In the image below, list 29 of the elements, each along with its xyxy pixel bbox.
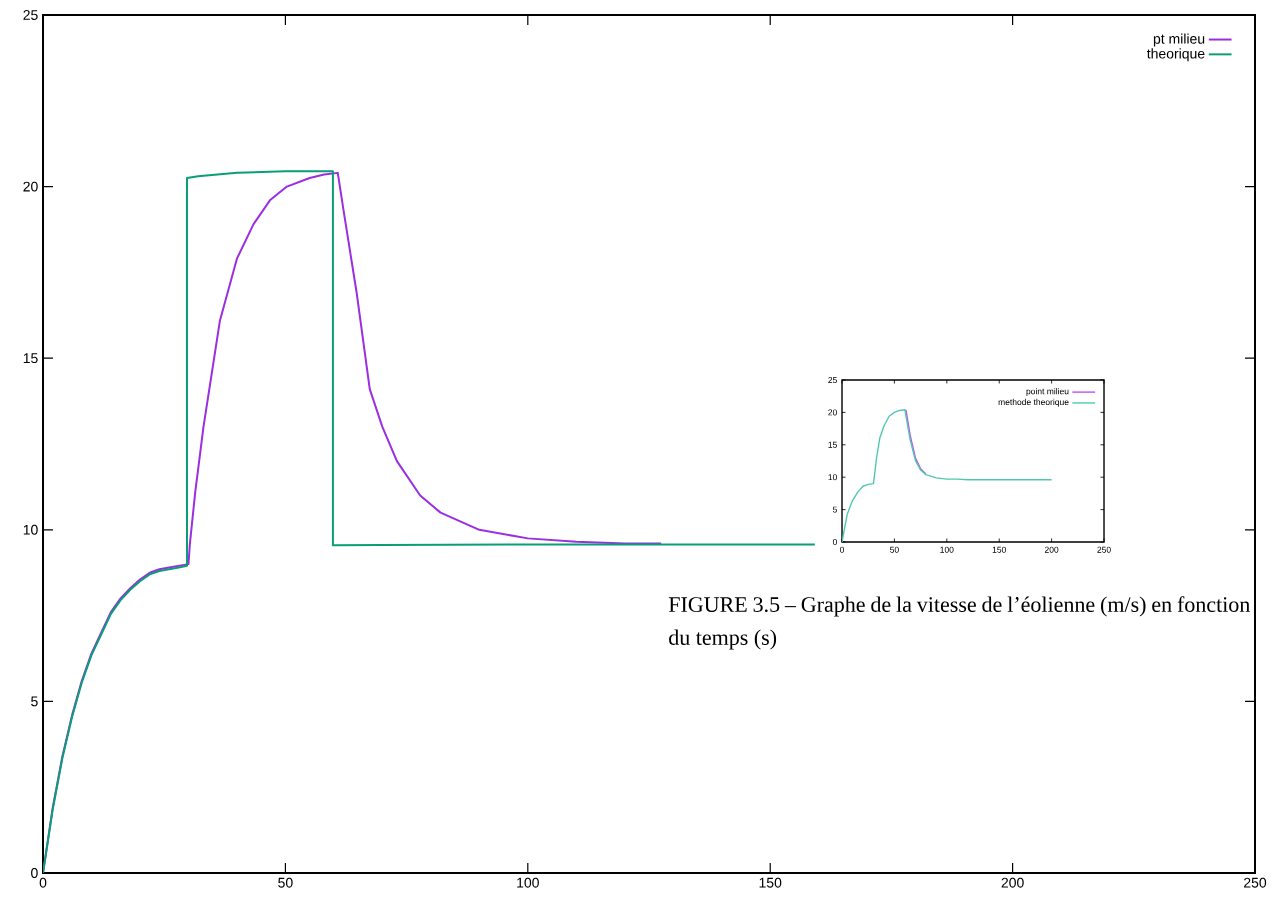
y-tick-label: 5	[31, 696, 38, 707]
legend-label: methode theorique	[998, 398, 1069, 407]
legend-label: point milieu	[1026, 388, 1069, 396]
x-tick-label: 0	[839, 546, 845, 553]
x-tick-label: 100	[517, 877, 539, 888]
y-tick-label: 15	[23, 353, 38, 364]
y-tick-label: 10	[23, 524, 38, 535]
annotation: FIGURE 3.5 – Graphe de la vitesse de l’éolienne (m/s) en fonction du temps (s)	[668, 596, 1250, 650]
y-tick-label: 25	[23, 10, 38, 20]
x-tick-label: 200	[1001, 877, 1024, 888]
y-tick-label: 20	[828, 409, 837, 416]
y-tick-label: 25	[828, 377, 837, 384]
x-tick-label: 150	[759, 877, 782, 888]
x-tick-label: 250	[1244, 877, 1267, 888]
x-tick-label: 150	[992, 546, 1006, 553]
x-tick-label: 50	[890, 546, 899, 553]
y-tick-label: 0	[832, 539, 837, 546]
legend-label: theorique	[1146, 48, 1205, 62]
legend-label: pt milieu	[1153, 33, 1205, 47]
x-tick-label: 200	[1044, 546, 1059, 553]
x-tick-label: 50	[278, 877, 293, 888]
x-tick-label: 250	[1097, 546, 1111, 553]
x-tick-label: 0	[39, 877, 47, 888]
y-tick-label: 0	[31, 868, 38, 878]
y-tick-label: 5	[832, 506, 837, 513]
y-tick-label: 15	[828, 441, 837, 448]
x-tick-label: 100	[940, 546, 954, 553]
y-tick-label: 10	[828, 474, 837, 481]
y-tick-label: 20	[23, 181, 38, 192]
